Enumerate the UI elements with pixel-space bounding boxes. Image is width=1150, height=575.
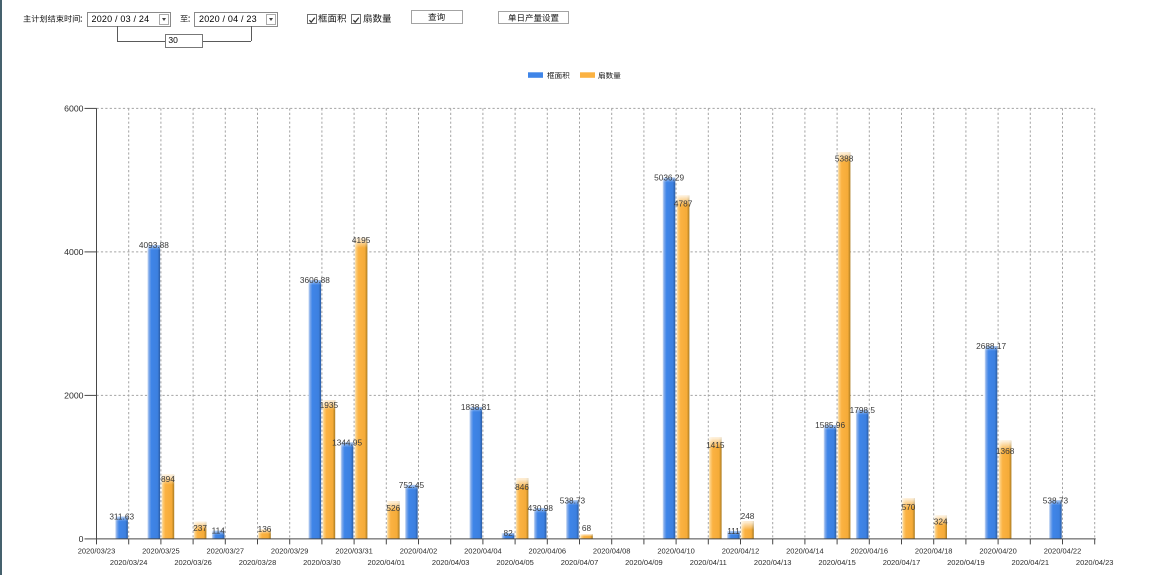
svg-text:3606.88: 3606.88 — [300, 275, 330, 285]
svg-text:0: 0 — [79, 534, 84, 544]
svg-text:2020/04/18: 2020/04/18 — [915, 546, 953, 555]
svg-text:1368: 1368 — [996, 446, 1015, 456]
svg-text:82: 82 — [503, 528, 513, 538]
svg-text:4787: 4787 — [674, 198, 693, 208]
svg-text:2020/04/08: 2020/04/08 — [593, 546, 631, 555]
svg-text:2020/03/29: 2020/03/29 — [271, 546, 309, 555]
svg-text:2000: 2000 — [64, 391, 83, 401]
svg-text:2020/03/28: 2020/03/28 — [239, 558, 277, 567]
svg-text:2020/04/20: 2020/04/20 — [979, 546, 1017, 555]
svg-text:68: 68 — [582, 523, 592, 533]
svg-text:2020/04/09: 2020/04/09 — [625, 558, 663, 567]
svg-text:894: 894 — [161, 474, 175, 484]
svg-text:2020/04/01: 2020/04/01 — [368, 558, 406, 567]
svg-text:2020/04/13: 2020/04/13 — [754, 558, 792, 567]
svg-text:2020/03/26: 2020/03/26 — [174, 558, 212, 567]
svg-text:136: 136 — [258, 524, 272, 534]
svg-text:2020/04/17: 2020/04/17 — [883, 558, 921, 567]
svg-text:2020/04/03: 2020/04/03 — [432, 558, 470, 567]
svg-text:6000: 6000 — [64, 104, 83, 114]
svg-text:2020/04/15: 2020/04/15 — [818, 558, 856, 567]
svg-text:430.98: 430.98 — [528, 503, 554, 513]
svg-text:5036.29: 5036.29 — [654, 173, 684, 183]
svg-text:2020/03/27: 2020/03/27 — [207, 546, 245, 555]
svg-text:2020/03/23: 2020/03/23 — [78, 546, 116, 555]
svg-text:1798.5: 1798.5 — [850, 405, 876, 415]
svg-text:311.63: 311.63 — [109, 512, 134, 522]
svg-text:5388: 5388 — [835, 153, 854, 163]
svg-text:2020/04/19: 2020/04/19 — [947, 558, 985, 567]
svg-text:2020/03/31: 2020/03/31 — [335, 546, 373, 555]
svg-text:324: 324 — [934, 517, 948, 527]
svg-text:4195: 4195 — [352, 235, 371, 245]
svg-text:846: 846 — [515, 482, 529, 492]
svg-text:752.45: 752.45 — [399, 480, 425, 490]
svg-text:538.73: 538.73 — [1043, 495, 1069, 505]
svg-text:114: 114 — [212, 526, 226, 536]
svg-text:237: 237 — [193, 523, 207, 533]
svg-text:2020/04/14: 2020/04/14 — [786, 546, 824, 555]
svg-text:2020/04/22: 2020/04/22 — [1044, 546, 1082, 555]
svg-text:2020/04/11: 2020/04/11 — [690, 558, 727, 567]
svg-text:1935: 1935 — [320, 400, 339, 410]
svg-text:2020/04/10: 2020/04/10 — [657, 546, 695, 555]
svg-text:248: 248 — [741, 511, 755, 521]
svg-text:2020/04/07: 2020/04/07 — [561, 558, 599, 567]
svg-text:1838.81: 1838.81 — [461, 402, 491, 412]
svg-text:2020/03/24: 2020/03/24 — [110, 558, 148, 567]
svg-text:570: 570 — [902, 502, 916, 512]
svg-text:2688.17: 2688.17 — [976, 341, 1006, 351]
svg-text:2020/04/12: 2020/04/12 — [722, 546, 760, 555]
svg-text:1415: 1415 — [706, 440, 725, 450]
svg-text:111: 111 — [727, 526, 740, 536]
svg-text:526: 526 — [386, 503, 400, 513]
svg-text:1344.95: 1344.95 — [332, 437, 362, 447]
svg-text:1585.96: 1585.96 — [815, 420, 845, 430]
svg-text:2020/04/04: 2020/04/04 — [464, 546, 502, 555]
svg-text:4093.88: 4093.88 — [139, 240, 169, 250]
svg-text:4000: 4000 — [64, 247, 83, 257]
svg-text:2020/04/23: 2020/04/23 — [1076, 558, 1114, 567]
svg-text:538.73: 538.73 — [560, 495, 586, 505]
svg-text:2020/03/30: 2020/03/30 — [303, 558, 341, 567]
svg-text:2020/04/21: 2020/04/21 — [1012, 558, 1050, 567]
svg-text:2020/04/02: 2020/04/02 — [400, 546, 438, 555]
svg-text:2020/03/25: 2020/03/25 — [142, 546, 180, 555]
svg-text:2020/04/06: 2020/04/06 — [529, 546, 567, 555]
svg-text:2020/04/05: 2020/04/05 — [496, 558, 534, 567]
svg-text:2020/04/16: 2020/04/16 — [851, 546, 889, 555]
